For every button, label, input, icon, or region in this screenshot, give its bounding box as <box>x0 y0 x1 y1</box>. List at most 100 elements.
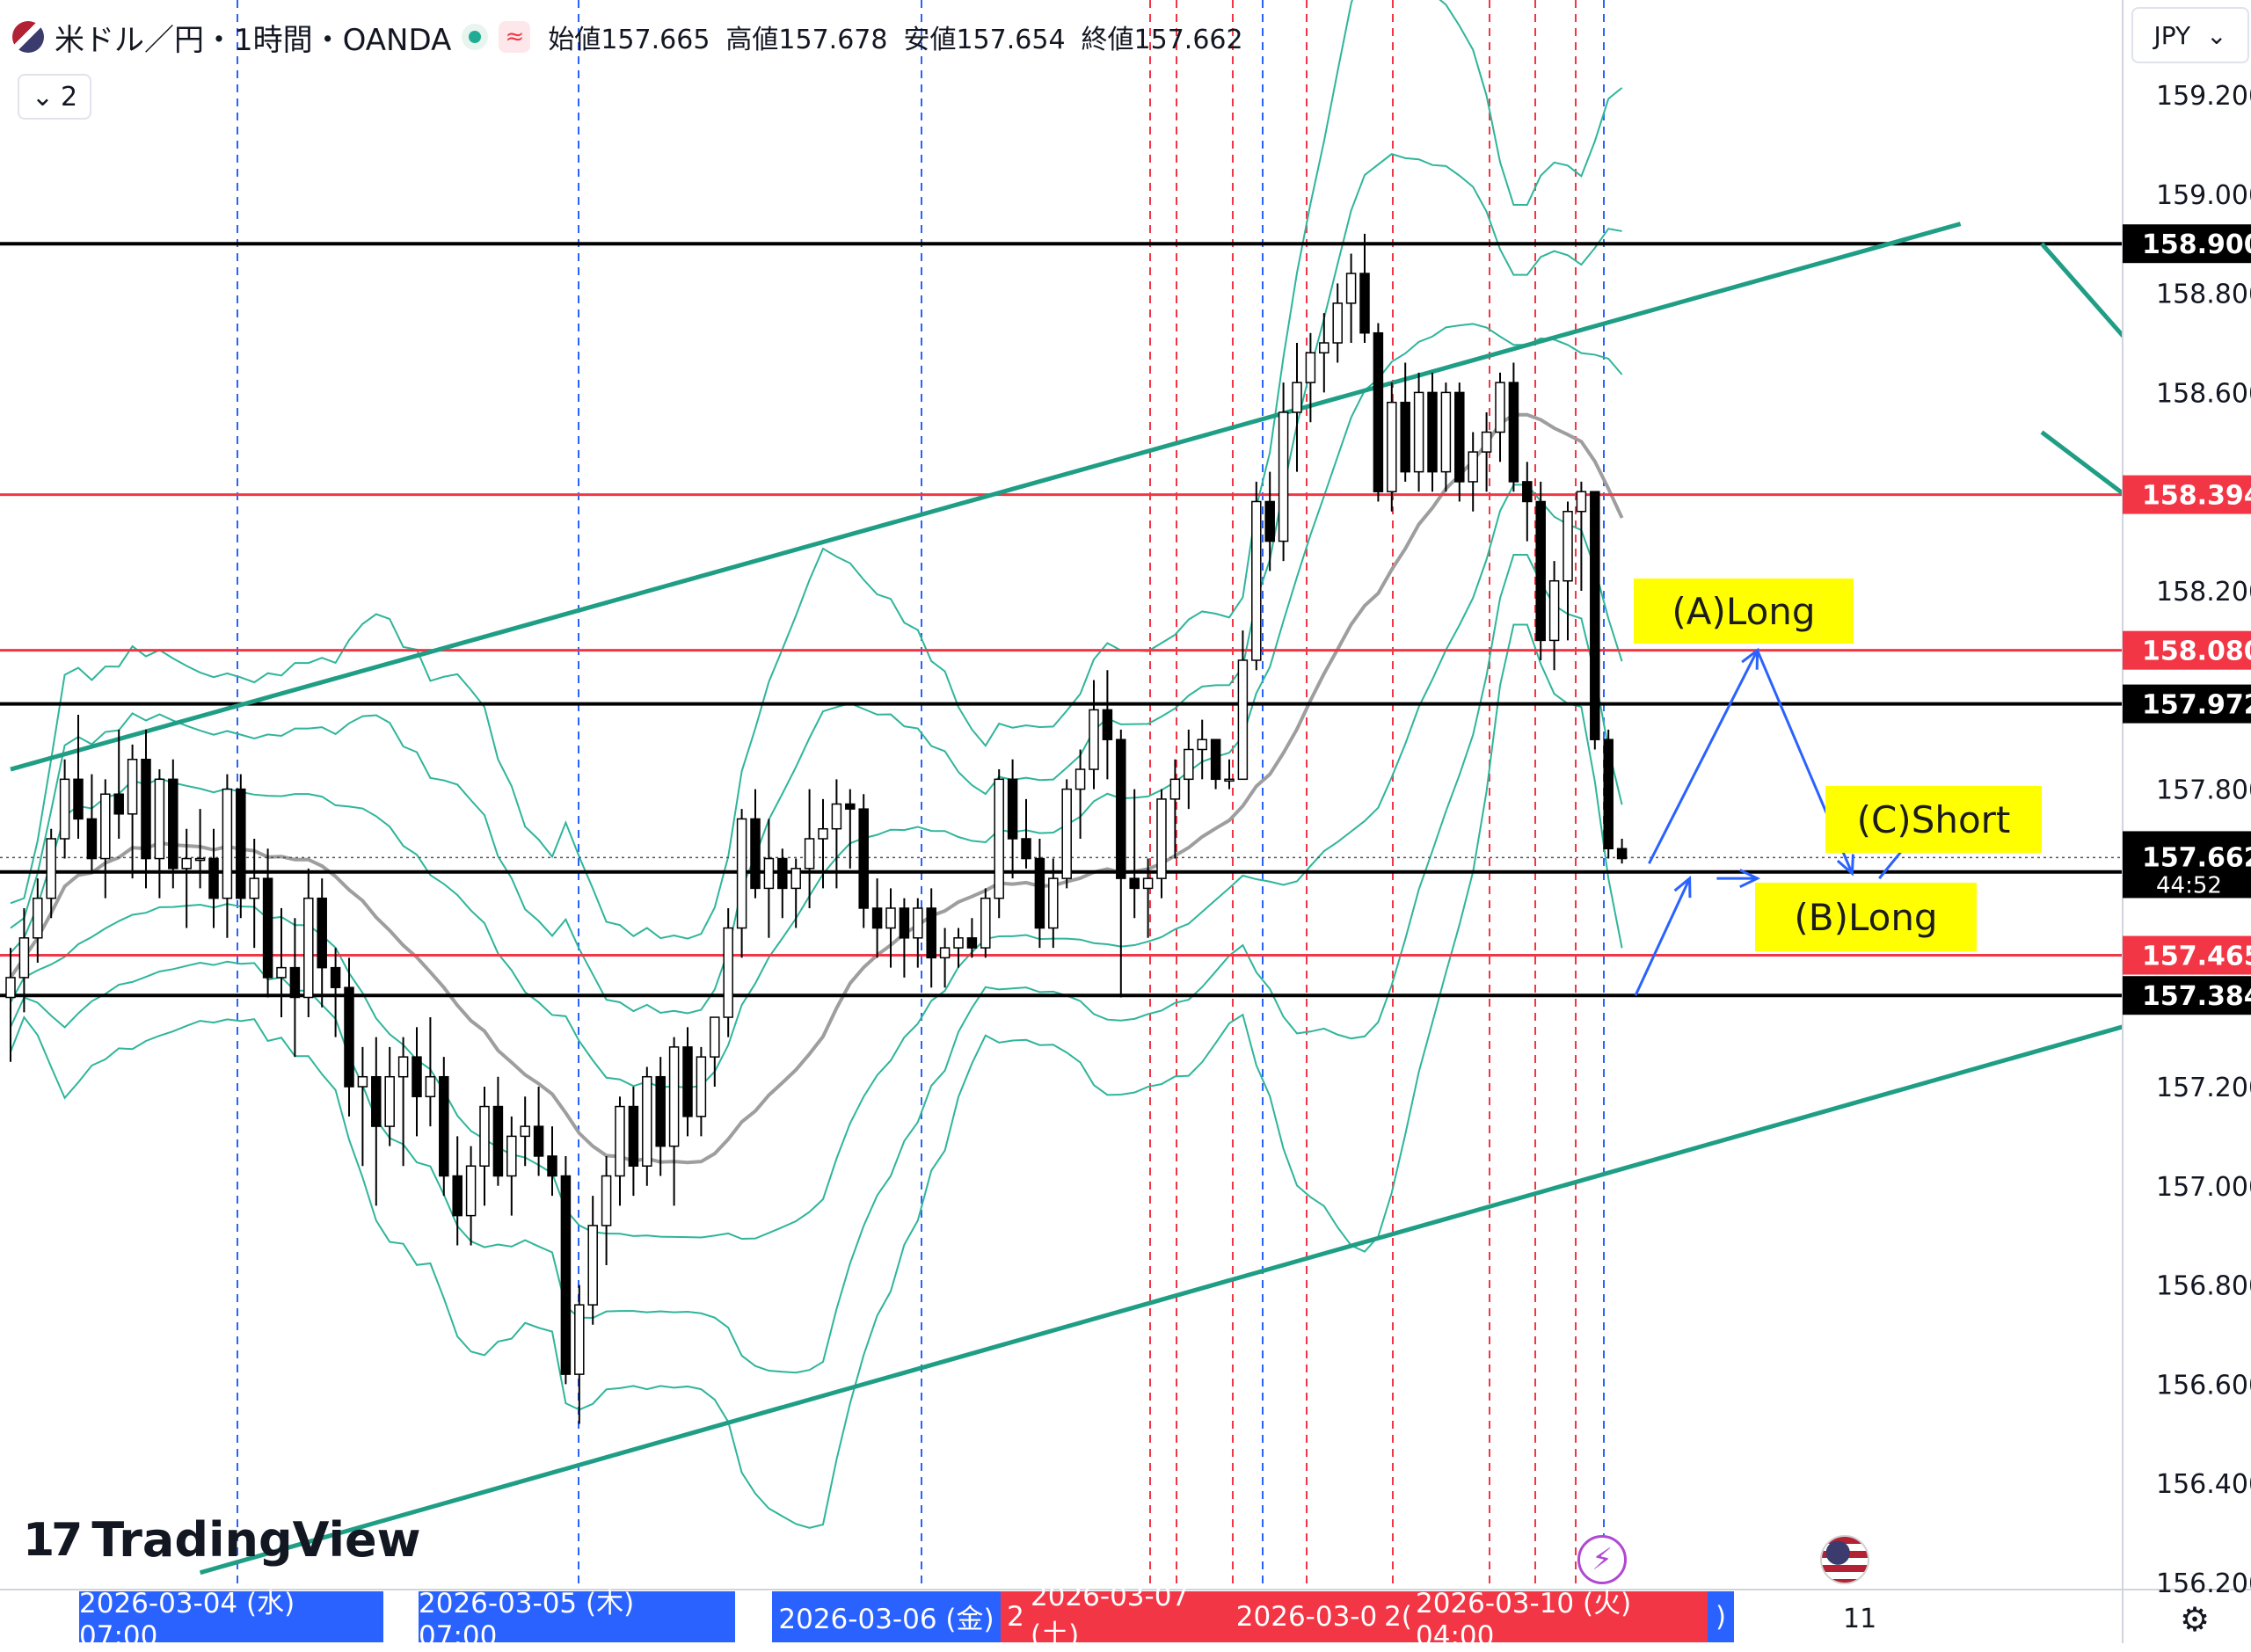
candle-body <box>1319 342 1329 354</box>
price-tag-label: 158.900 <box>2142 229 2251 260</box>
candle-body <box>818 827 828 840</box>
logo-text: TradingView <box>91 1512 421 1568</box>
y-axis-tick-label: 158.600 <box>2156 378 2251 409</box>
price-tag <box>2123 224 2251 264</box>
candle-body <box>46 838 56 899</box>
candle-body <box>357 1075 368 1088</box>
candle-body <box>113 793 124 815</box>
candle-body <box>1129 877 1140 890</box>
candle-body <box>1292 382 1302 413</box>
candle-body <box>804 838 815 870</box>
candle-body <box>1454 391 1465 483</box>
candle-body <box>655 1075 666 1147</box>
candle-body <box>1089 709 1099 770</box>
tradingview-logo[interactable]: 17 TradingView <box>23 1512 420 1568</box>
date-label: ) <box>1708 1590 1734 1642</box>
candle-body <box>763 857 775 890</box>
last-price-label: 157.662 <box>2142 842 2251 873</box>
candle-body <box>1590 491 1600 740</box>
candle-body <box>1387 401 1397 492</box>
annotation-c-short[interactable]: (C)Short <box>1825 786 2042 853</box>
candle-body <box>913 907 923 939</box>
candle-body <box>1075 768 1086 790</box>
annotation-a-long[interactable]: (A)Long <box>1634 579 1854 644</box>
candle-body <box>696 1056 707 1117</box>
candle-body <box>5 977 16 999</box>
candle-body <box>628 1105 639 1167</box>
candle-body <box>59 778 70 840</box>
candle-body <box>1237 659 1249 781</box>
candle-body <box>1427 391 1438 473</box>
candle-body <box>371 1075 382 1127</box>
scenario-arrowhead <box>1739 869 1761 889</box>
y-axis-tick-label: 159.200 <box>2156 81 2251 112</box>
close-value: 157.662 <box>1133 25 1243 55</box>
symbol-title[interactable]: 米ドル／円・1時間・OANDA <box>55 22 452 58</box>
market-open-icon[interactable] <box>462 24 489 50</box>
candle-body <box>790 868 801 890</box>
date-label: 2026-03-06 (金) <box>772 1590 1001 1642</box>
chevron-down-icon: ⌄ <box>31 81 55 113</box>
candle-body <box>601 1175 612 1226</box>
candle-body <box>1251 500 1262 661</box>
candle-body <box>168 778 178 870</box>
currency-button[interactable]: JPY ⌄ <box>2131 7 2249 63</box>
candle-body <box>1522 481 1533 503</box>
candle-body <box>262 877 273 979</box>
candle-body <box>723 927 733 1018</box>
scenario-arrow <box>1634 877 1691 996</box>
candle-body <box>154 778 165 860</box>
candle-body <box>492 1105 504 1177</box>
candle-body <box>194 857 206 862</box>
x-axis-date-labels: 2026-03-04 (水) 07:00 2026-03-05 (木) 07:0… <box>79 1581 1734 1652</box>
candle-body <box>384 1075 395 1127</box>
candle-body <box>520 1125 530 1138</box>
candle-body <box>1278 411 1289 542</box>
annotation-b-long[interactable]: (B)Long <box>1755 883 1977 951</box>
gear-icon[interactable]: ⚙ <box>2179 1600 2211 1639</box>
us-flag-event-icon[interactable] <box>1820 1535 1869 1584</box>
candle-body <box>73 778 84 820</box>
currency-label: JPY <box>2153 20 2191 50</box>
candle-body <box>1034 857 1045 929</box>
candle-body <box>1481 431 1492 453</box>
candle-body <box>303 897 314 999</box>
candle-body <box>1603 739 1614 850</box>
bollinger-band-1sd-lower <box>10 484 1623 1241</box>
bollinger-band-2sd-lower <box>10 553 1623 1374</box>
ohlc-values: 始値157.665 高値157.678 安値157.654 終値157.662 <box>548 18 1242 56</box>
candle-body <box>858 808 869 909</box>
candle-body <box>425 1075 436 1098</box>
scenario-arrowhead <box>1836 854 1854 877</box>
ohlc-close: 終値157.662 <box>1082 18 1243 56</box>
candle-body <box>682 1046 693 1117</box>
trend-channel-line <box>2040 430 2251 593</box>
candle-body <box>980 897 991 949</box>
x-axis-tick: 11 <box>1843 1604 1877 1634</box>
candle-body <box>1345 273 1357 304</box>
indicator-collapse-button[interactable]: ⌄ 2 <box>18 74 91 120</box>
high-value: 157.678 <box>778 25 888 55</box>
candle-body <box>615 1105 625 1177</box>
price-tag <box>2123 935 2251 975</box>
candle-body <box>344 986 354 1088</box>
candle-body <box>533 1125 544 1157</box>
candle-body <box>831 803 842 830</box>
y-axis-tick-label: 158.800 <box>2156 280 2251 310</box>
candle-body <box>1373 331 1384 492</box>
date-label: 2026-03-10 (火) 04:00 <box>1416 1588 1708 1652</box>
candle-body <box>397 1056 409 1078</box>
candle-body <box>1264 500 1275 542</box>
candle-body <box>560 1175 572 1375</box>
y-axis-tick-label: 156.800 <box>2156 1271 2251 1302</box>
candle-body <box>289 966 301 999</box>
date-label: 2( <box>1380 1590 1416 1642</box>
data-delay-icon[interactable]: ≈ <box>499 21 531 53</box>
candle-body <box>668 1046 680 1147</box>
lightning-icon[interactable]: ⚡ <box>1577 1535 1627 1584</box>
candle-body <box>1197 739 1207 751</box>
trend-channel-line <box>10 222 1962 772</box>
candle-body <box>1359 273 1370 334</box>
